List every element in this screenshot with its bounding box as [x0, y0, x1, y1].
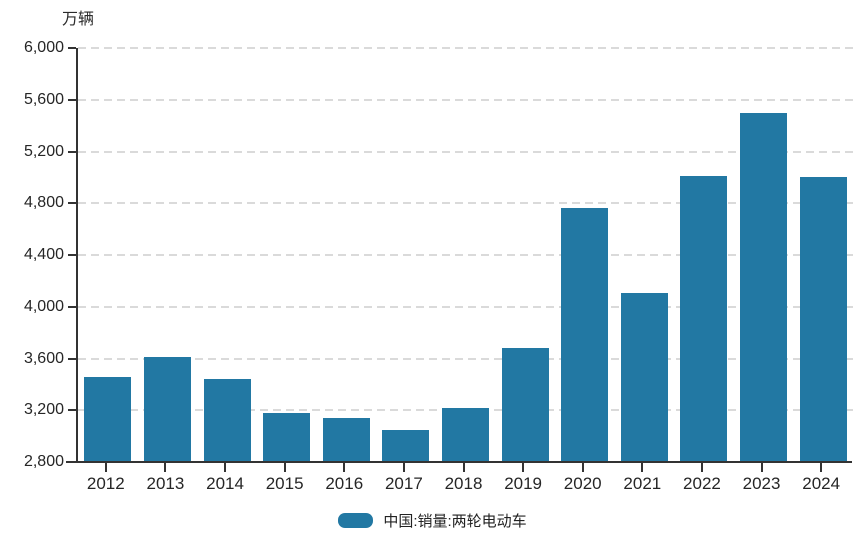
x-tick-label-2016: 2016 — [325, 474, 364, 493]
x-tick-label-2020: 2020 — [563, 474, 602, 493]
bar-2021 — [620, 292, 668, 462]
x-tick-label-2013: 2013 — [146, 474, 185, 493]
y-tick-mark — [68, 202, 76, 205]
bar-2022 — [680, 176, 728, 462]
y-tick-mark — [68, 150, 76, 153]
x-tick-label-2021: 2021 — [623, 474, 662, 493]
y-tick-label: 5,600 — [23, 90, 64, 108]
bar-slot — [734, 48, 794, 462]
bar-slot — [495, 48, 555, 462]
bar-slot — [138, 48, 198, 462]
bar-2019 — [501, 348, 549, 462]
bar-slot — [436, 48, 496, 462]
bar-2016 — [322, 418, 370, 462]
x-tick-label-2018: 2018 — [444, 474, 483, 493]
x-tick-label-2015: 2015 — [265, 474, 304, 493]
x-tick-label-2024: 2024 — [802, 474, 841, 493]
y-axis-unit-label: 万辆 — [62, 11, 95, 28]
x-tick-mark — [164, 463, 167, 472]
x-tick-mark — [581, 463, 584, 472]
y-tick-mark — [68, 409, 76, 412]
bar-series — [78, 48, 853, 462]
x-tick-mark — [700, 463, 703, 472]
y-tick-label: 6,000 — [23, 39, 64, 56]
legend-swatch-icon — [338, 513, 374, 528]
y-tick-mark — [68, 254, 76, 256]
y-tick-label: 3,600 — [23, 349, 64, 367]
x-tick-label-2023: 2023 — [742, 474, 781, 493]
x-tick-mark — [402, 463, 405, 472]
plot-area — [76, 47, 853, 462]
bar-2013 — [143, 357, 191, 462]
x-axis-line — [66, 461, 852, 463]
x-tick-label-2022: 2022 — [683, 474, 721, 493]
legend[interactable]: 中国:销量:两轮电动车 — [0, 510, 865, 531]
gridline — [78, 254, 853, 256]
x-tick-label-2017: 2017 — [384, 474, 423, 493]
x-tick-mark — [641, 463, 644, 472]
bar-2023 — [740, 112, 787, 462]
y-tick-label: 4,000 — [23, 297, 64, 315]
y-tick-label: 3,200 — [23, 401, 64, 419]
x-tick-mark — [104, 463, 107, 472]
x-tick-mark — [760, 463, 763, 472]
gridline — [78, 150, 853, 153]
bar-2017 — [382, 429, 430, 462]
bar-2015 — [263, 412, 311, 462]
x-tick-mark — [820, 463, 823, 472]
bar-slot — [555, 48, 615, 462]
x-tick-mark — [522, 463, 525, 472]
x-tick-mark — [283, 463, 286, 472]
bar-2012 — [84, 376, 132, 462]
y-tick-mark — [68, 305, 76, 308]
gridline — [78, 305, 853, 308]
gridline — [78, 98, 853, 101]
bar-2024 — [799, 177, 847, 462]
bar-slot — [793, 48, 853, 462]
y-tick-label: 4,400 — [23, 246, 64, 263]
legend-label: 中国:销量:两轮电动车 — [383, 513, 527, 530]
y-tick-label: 4,800 — [23, 194, 64, 212]
x-tick-label-2014: 2014 — [206, 474, 244, 493]
gridline — [78, 202, 853, 205]
bar-slot — [316, 48, 376, 462]
bar-slot — [674, 48, 734, 462]
y-tick-label: 2,800 — [23, 453, 64, 470]
y-tick-mark — [68, 357, 76, 360]
x-tick-mark — [224, 463, 227, 472]
bar-slot — [614, 48, 674, 462]
gridline — [78, 47, 853, 49]
y-tick-label: 5,200 — [23, 142, 64, 160]
y-tick-mark — [68, 98, 76, 101]
bar-slot — [257, 48, 317, 462]
x-tick-mark — [462, 463, 465, 472]
x-tick-mark — [343, 463, 346, 472]
y-tick-mark — [68, 47, 76, 49]
x-tick-label-2012: 2012 — [86, 474, 125, 493]
bar-2020 — [561, 208, 609, 462]
x-tick-label-2019: 2019 — [504, 474, 543, 493]
bar-slot — [376, 48, 436, 462]
gridline — [78, 357, 853, 360]
bar-slot — [197, 48, 257, 462]
bar-slot — [78, 48, 138, 462]
bar-2018 — [441, 407, 489, 462]
bar-2014 — [203, 379, 251, 462]
